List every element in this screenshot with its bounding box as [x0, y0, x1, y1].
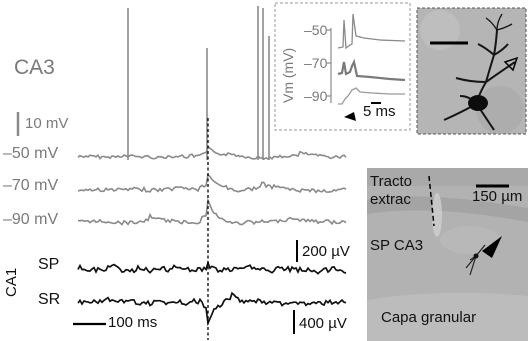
tract-label-line2: extrac [370, 191, 411, 208]
layer-label-sp-ca3: SP CA3 [370, 237, 424, 254]
tract-dashed-line [428, 175, 435, 227]
region-label-ca3: CA3 [14, 56, 55, 79]
inset-y-axis-label: Vm (mV) [280, 47, 296, 103]
inset-trace-top [337, 13, 406, 50]
inset-ytick-minus90: –90 [304, 88, 328, 104]
filled-arrowhead-icon [482, 236, 502, 258]
inset-ytick-minus70: –70 [304, 55, 328, 71]
voltage-scale-label: 10 mV [25, 115, 69, 132]
inset-arrowhead-icon [344, 112, 356, 121]
channel-label-sr: SR [38, 291, 61, 308]
inset-time-scale-label: 5 ms [363, 103, 396, 120]
granular-layer-label: Capa granular [381, 309, 477, 326]
region-label-ca1: CA1 [3, 267, 20, 297]
inset-ytick-minus50: –50 [304, 22, 328, 38]
time-scale-label: 100 ms [108, 314, 158, 331]
field-scale-label-bottom: 400 µV [299, 315, 347, 332]
inset-trace-middle [337, 58, 406, 82]
open-arrowhead-icon [503, 56, 519, 72]
level-label-minus90: –90 mV [3, 211, 59, 228]
level-label-minus50: –50 mV [3, 145, 59, 162]
trace-minus50 [77, 6, 347, 161]
neuron-micrograph-top [416, 7, 527, 135]
tract-label-line1: Tracto [370, 173, 412, 190]
field-trace-sp [77, 260, 347, 275]
field-scale-label-top: 200 µV [302, 243, 350, 260]
trace-minus90 [77, 197, 347, 226]
field-trace-sr [77, 291, 347, 327]
trace-minus70 [77, 172, 347, 194]
level-label-minus70: –70 mV [3, 177, 59, 194]
micrograph-scale-label: 150 µm [472, 188, 523, 205]
inset-trace-bottom [338, 87, 405, 105]
hippocampus-micrograph [367, 168, 528, 341]
channel-label-sp: SP [38, 256, 60, 273]
